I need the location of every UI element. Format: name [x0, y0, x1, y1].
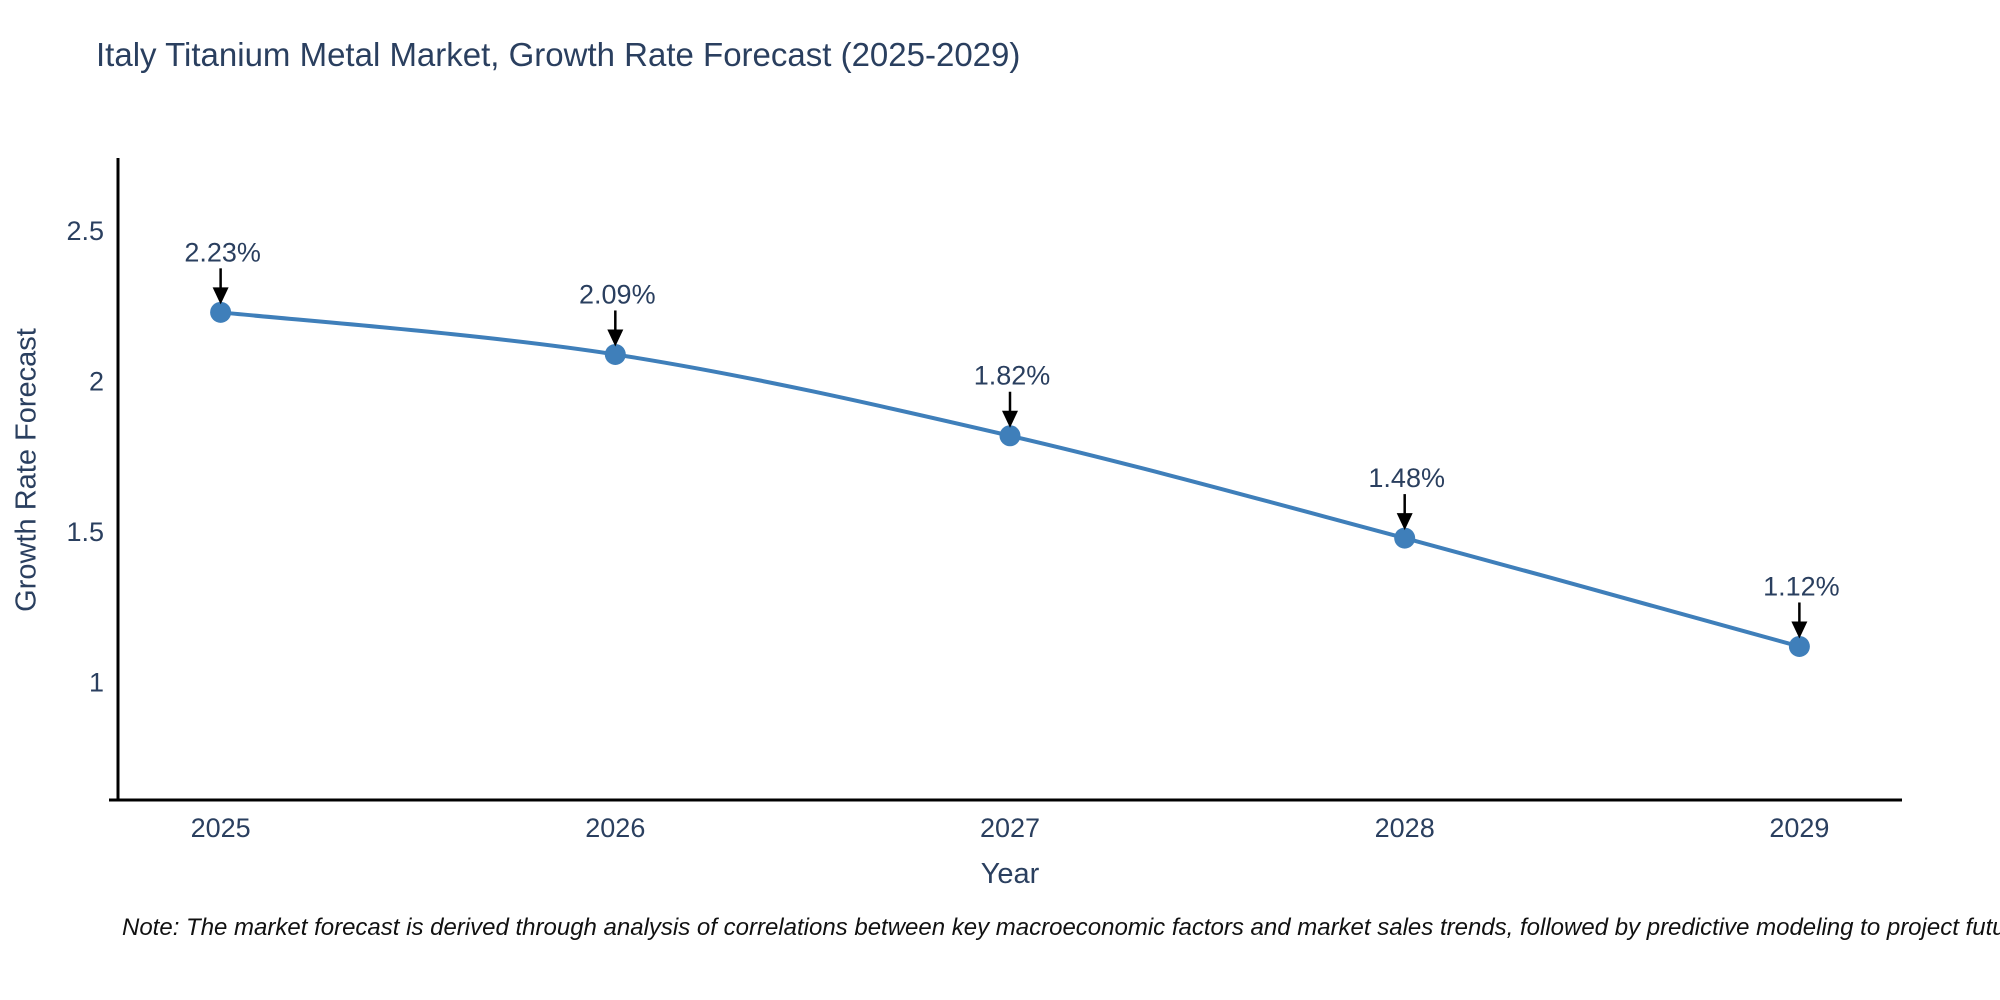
data-point-marker	[210, 301, 232, 323]
data-point-label: 1.48%	[1368, 463, 1445, 493]
chart-title: Italy Titanium Metal Market, Growth Rate…	[96, 36, 1021, 73]
y-tick-label: 2	[89, 367, 104, 397]
data-point-marker	[1788, 635, 1810, 657]
annotation-arrow-head	[1002, 410, 1018, 428]
data-point-label: 2.09%	[579, 279, 656, 309]
annotation-arrow-head	[607, 329, 624, 347]
y-tick-label: 1.5	[66, 517, 104, 547]
data-point-label: 1.12%	[1763, 571, 1840, 601]
data-point-marker	[1394, 527, 1416, 549]
x-tick-label: 2025	[191, 813, 251, 843]
y-tick-label: 2.5	[66, 216, 104, 246]
annotation-arrow-head	[1791, 621, 1808, 639]
footnote: Note: The market forecast is derived thr…	[122, 914, 2000, 941]
x-tick-label: 2028	[1375, 813, 1435, 843]
x-tick-label: 2029	[1769, 813, 1829, 843]
data-point-label: 2.23%	[184, 237, 261, 267]
x-tick-label: 2026	[585, 813, 645, 843]
annotation-arrow-head	[1396, 513, 1413, 531]
y-tick-label: 1	[89, 668, 104, 698]
x-axis-title: Year	[980, 858, 1040, 890]
annotation-arrow-head	[212, 287, 229, 305]
x-tick-label: 2027	[980, 813, 1040, 843]
data-point-marker	[604, 343, 626, 365]
data-point-label: 1.82%	[974, 361, 1051, 391]
data-point-marker	[999, 425, 1021, 447]
